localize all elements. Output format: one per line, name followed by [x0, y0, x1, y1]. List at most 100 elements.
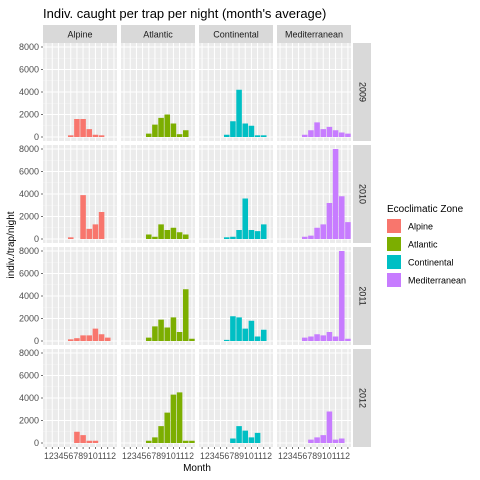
- bar: [74, 338, 80, 341]
- bar: [314, 334, 320, 341]
- strip-row-2011: [353, 247, 371, 345]
- bar: [242, 198, 249, 239]
- bar: [320, 129, 327, 137]
- strip-row-label: 2009: [358, 82, 368, 102]
- strip-col-label: Mediterranean: [285, 30, 343, 40]
- bar: [145, 234, 152, 239]
- bar: [80, 119, 86, 137]
- bar: [152, 236, 158, 239]
- strip-col-label: Alpine: [67, 30, 92, 40]
- bar: [67, 135, 74, 137]
- bar: [223, 339, 230, 341]
- y-tick-label: 8000: [19, 348, 39, 358]
- bar: [242, 430, 249, 443]
- bar: [182, 130, 189, 137]
- strip-col-alpine: [43, 25, 117, 43]
- bar: [86, 129, 93, 137]
- bar: [92, 328, 99, 341]
- bar: [176, 392, 183, 443]
- y-tick-label: 6000: [19, 371, 39, 381]
- legend-swatch: [387, 273, 401, 287]
- y-tick-label: 4000: [19, 189, 39, 199]
- bar: [248, 230, 255, 239]
- legend-label: Alpine: [408, 222, 433, 232]
- strip-row-2009: [353, 43, 371, 141]
- legend: Ecoclimatic Zone Alpine Atlantic Continent…: [387, 204, 466, 287]
- y-tick-label: 2000: [19, 314, 39, 324]
- y-tick-label: 0: [34, 438, 39, 448]
- y-tick-label: 4000: [19, 87, 39, 97]
- bar: [301, 236, 308, 239]
- x-tick-labels: 123456789101112: [122, 451, 194, 461]
- bar: [67, 339, 74, 341]
- bar: [248, 320, 255, 341]
- bar: [242, 123, 249, 137]
- bar: [308, 336, 314, 341]
- bar: [164, 327, 171, 341]
- bar: [248, 125, 255, 137]
- bar: [158, 117, 164, 137]
- bar: [182, 289, 189, 341]
- bar: [345, 338, 351, 341]
- bar: [236, 89, 242, 137]
- bar: [308, 130, 314, 137]
- bar: [230, 438, 236, 443]
- legend-swatch: [387, 255, 401, 269]
- y-tick-label: 6000: [19, 269, 39, 279]
- bar: [260, 135, 267, 137]
- bar: [314, 227, 320, 239]
- y-tick-label: 0: [34, 234, 39, 244]
- bar: [254, 336, 261, 341]
- strip-row-label: 2011: [358, 286, 368, 305]
- bar: [332, 130, 339, 137]
- bar: [314, 437, 320, 443]
- strip-col-label: Atlantic: [143, 30, 173, 40]
- bar: [80, 435, 86, 443]
- y-tick-label: 2000: [19, 212, 39, 222]
- strip-col-continental: [199, 25, 273, 43]
- bar: [301, 134, 308, 137]
- bar: [326, 411, 333, 443]
- bar: [170, 394, 177, 443]
- bar: [338, 132, 345, 137]
- bar: [67, 237, 74, 239]
- strip-col-atlantic: [121, 25, 195, 43]
- strip-row-2012: [353, 349, 371, 447]
- bar: [189, 440, 195, 443]
- bar: [98, 212, 105, 239]
- bar: [345, 222, 351, 239]
- bar: [338, 251, 345, 341]
- x-tick-labels: 123456789101112: [44, 451, 116, 461]
- bar: [332, 336, 339, 341]
- bar: [308, 235, 314, 239]
- bar: [86, 440, 93, 443]
- bar: [92, 440, 99, 443]
- strip-col-mediterranean: [277, 25, 351, 43]
- bar: [80, 335, 86, 341]
- bar: [158, 426, 164, 443]
- bar: [308, 439, 314, 443]
- bar: [301, 337, 308, 341]
- bar: [80, 195, 86, 239]
- bar: [182, 440, 189, 443]
- bar: [145, 337, 152, 341]
- y-tick-label: 6000: [19, 65, 39, 75]
- bar: [98, 334, 105, 341]
- x-tick-labels: 123456789101112: [278, 451, 350, 461]
- bar: [242, 328, 249, 341]
- bar: [223, 134, 230, 137]
- y-tick-label: 2000: [19, 110, 39, 120]
- bar: [320, 335, 327, 341]
- bar: [320, 435, 327, 443]
- chart-title: Indiv. caught per trap per night (month'…: [43, 6, 326, 21]
- bar: [230, 121, 236, 137]
- y-tick-label: 0: [34, 132, 39, 142]
- y-tick-label: 6000: [19, 167, 39, 177]
- bar: [176, 232, 183, 239]
- bar: [326, 126, 333, 137]
- y-tick-label: 4000: [19, 291, 39, 301]
- bar: [104, 337, 111, 341]
- bar: [145, 133, 152, 137]
- legend-title: Ecoclimatic Zone: [387, 204, 464, 215]
